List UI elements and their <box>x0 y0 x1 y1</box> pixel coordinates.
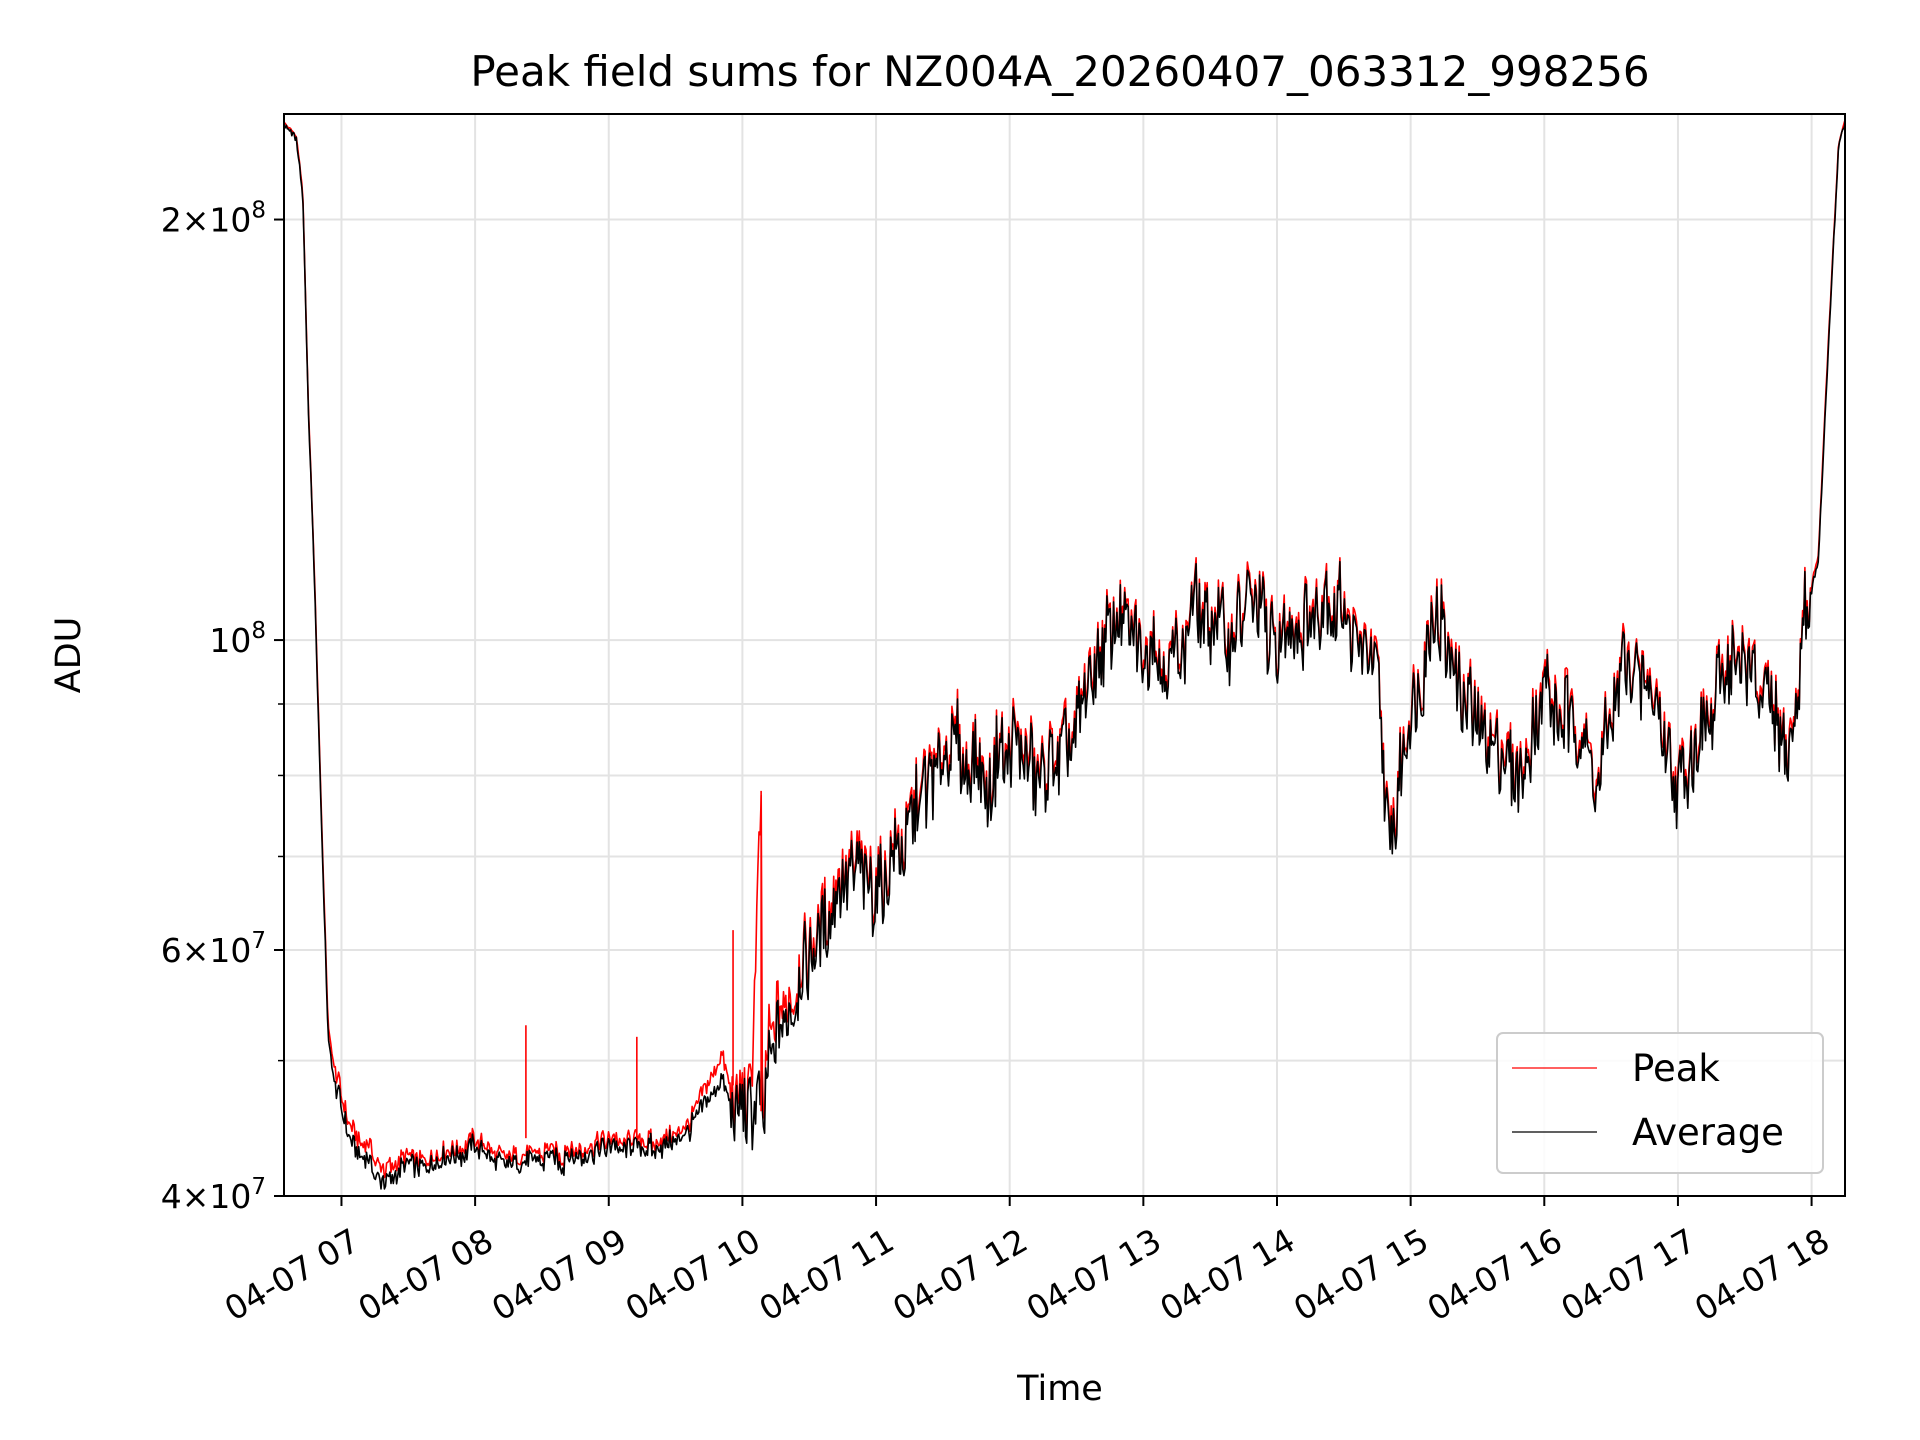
legend-label-average: Average <box>1632 1111 1784 1154</box>
x-tick-label: 04-07 13 <box>1020 1221 1168 1329</box>
x-tick-label: 04-07 16 <box>1421 1221 1569 1329</box>
chart-title: Peak field sums for NZ004A_20260407_0633… <box>470 47 1649 96</box>
series-line-average <box>283 123 1846 1190</box>
x-axis-title: Time <box>1016 1369 1103 1409</box>
series-line-peak <box>283 119 1846 1179</box>
legend-label-peak: Peak <box>1632 1047 1720 1090</box>
x-tick-label: 04-07 11 <box>752 1221 900 1329</box>
x-tick-label: 04-07 12 <box>886 1221 1034 1329</box>
series-layer <box>283 119 1846 1190</box>
x-tick-label: 04-07 18 <box>1688 1221 1836 1329</box>
x-tick-label: 04-07 08 <box>352 1221 500 1329</box>
legend: Peak Average <box>1496 1032 1824 1174</box>
x-tick-label: 04-07 10 <box>619 1221 767 1329</box>
x-tick-label: 04-07 14 <box>1153 1221 1301 1329</box>
y-axis-title: ADU <box>49 617 89 694</box>
grid-layer <box>284 114 1845 1196</box>
x-tick-label: 04-07 15 <box>1287 1221 1435 1329</box>
x-tick-label: 04-07 17 <box>1554 1221 1702 1329</box>
y-tick-label: 2×108 <box>161 198 266 240</box>
y-tick-label: 4×107 <box>161 1174 266 1216</box>
y-tick-label: 6×107 <box>161 928 266 970</box>
x-tick-label: 04-07 09 <box>485 1221 633 1329</box>
y-tick-label: 108 <box>209 618 266 660</box>
x-tick-label: 04-07 07 <box>218 1221 366 1329</box>
plot-frame <box>283 113 1846 1197</box>
